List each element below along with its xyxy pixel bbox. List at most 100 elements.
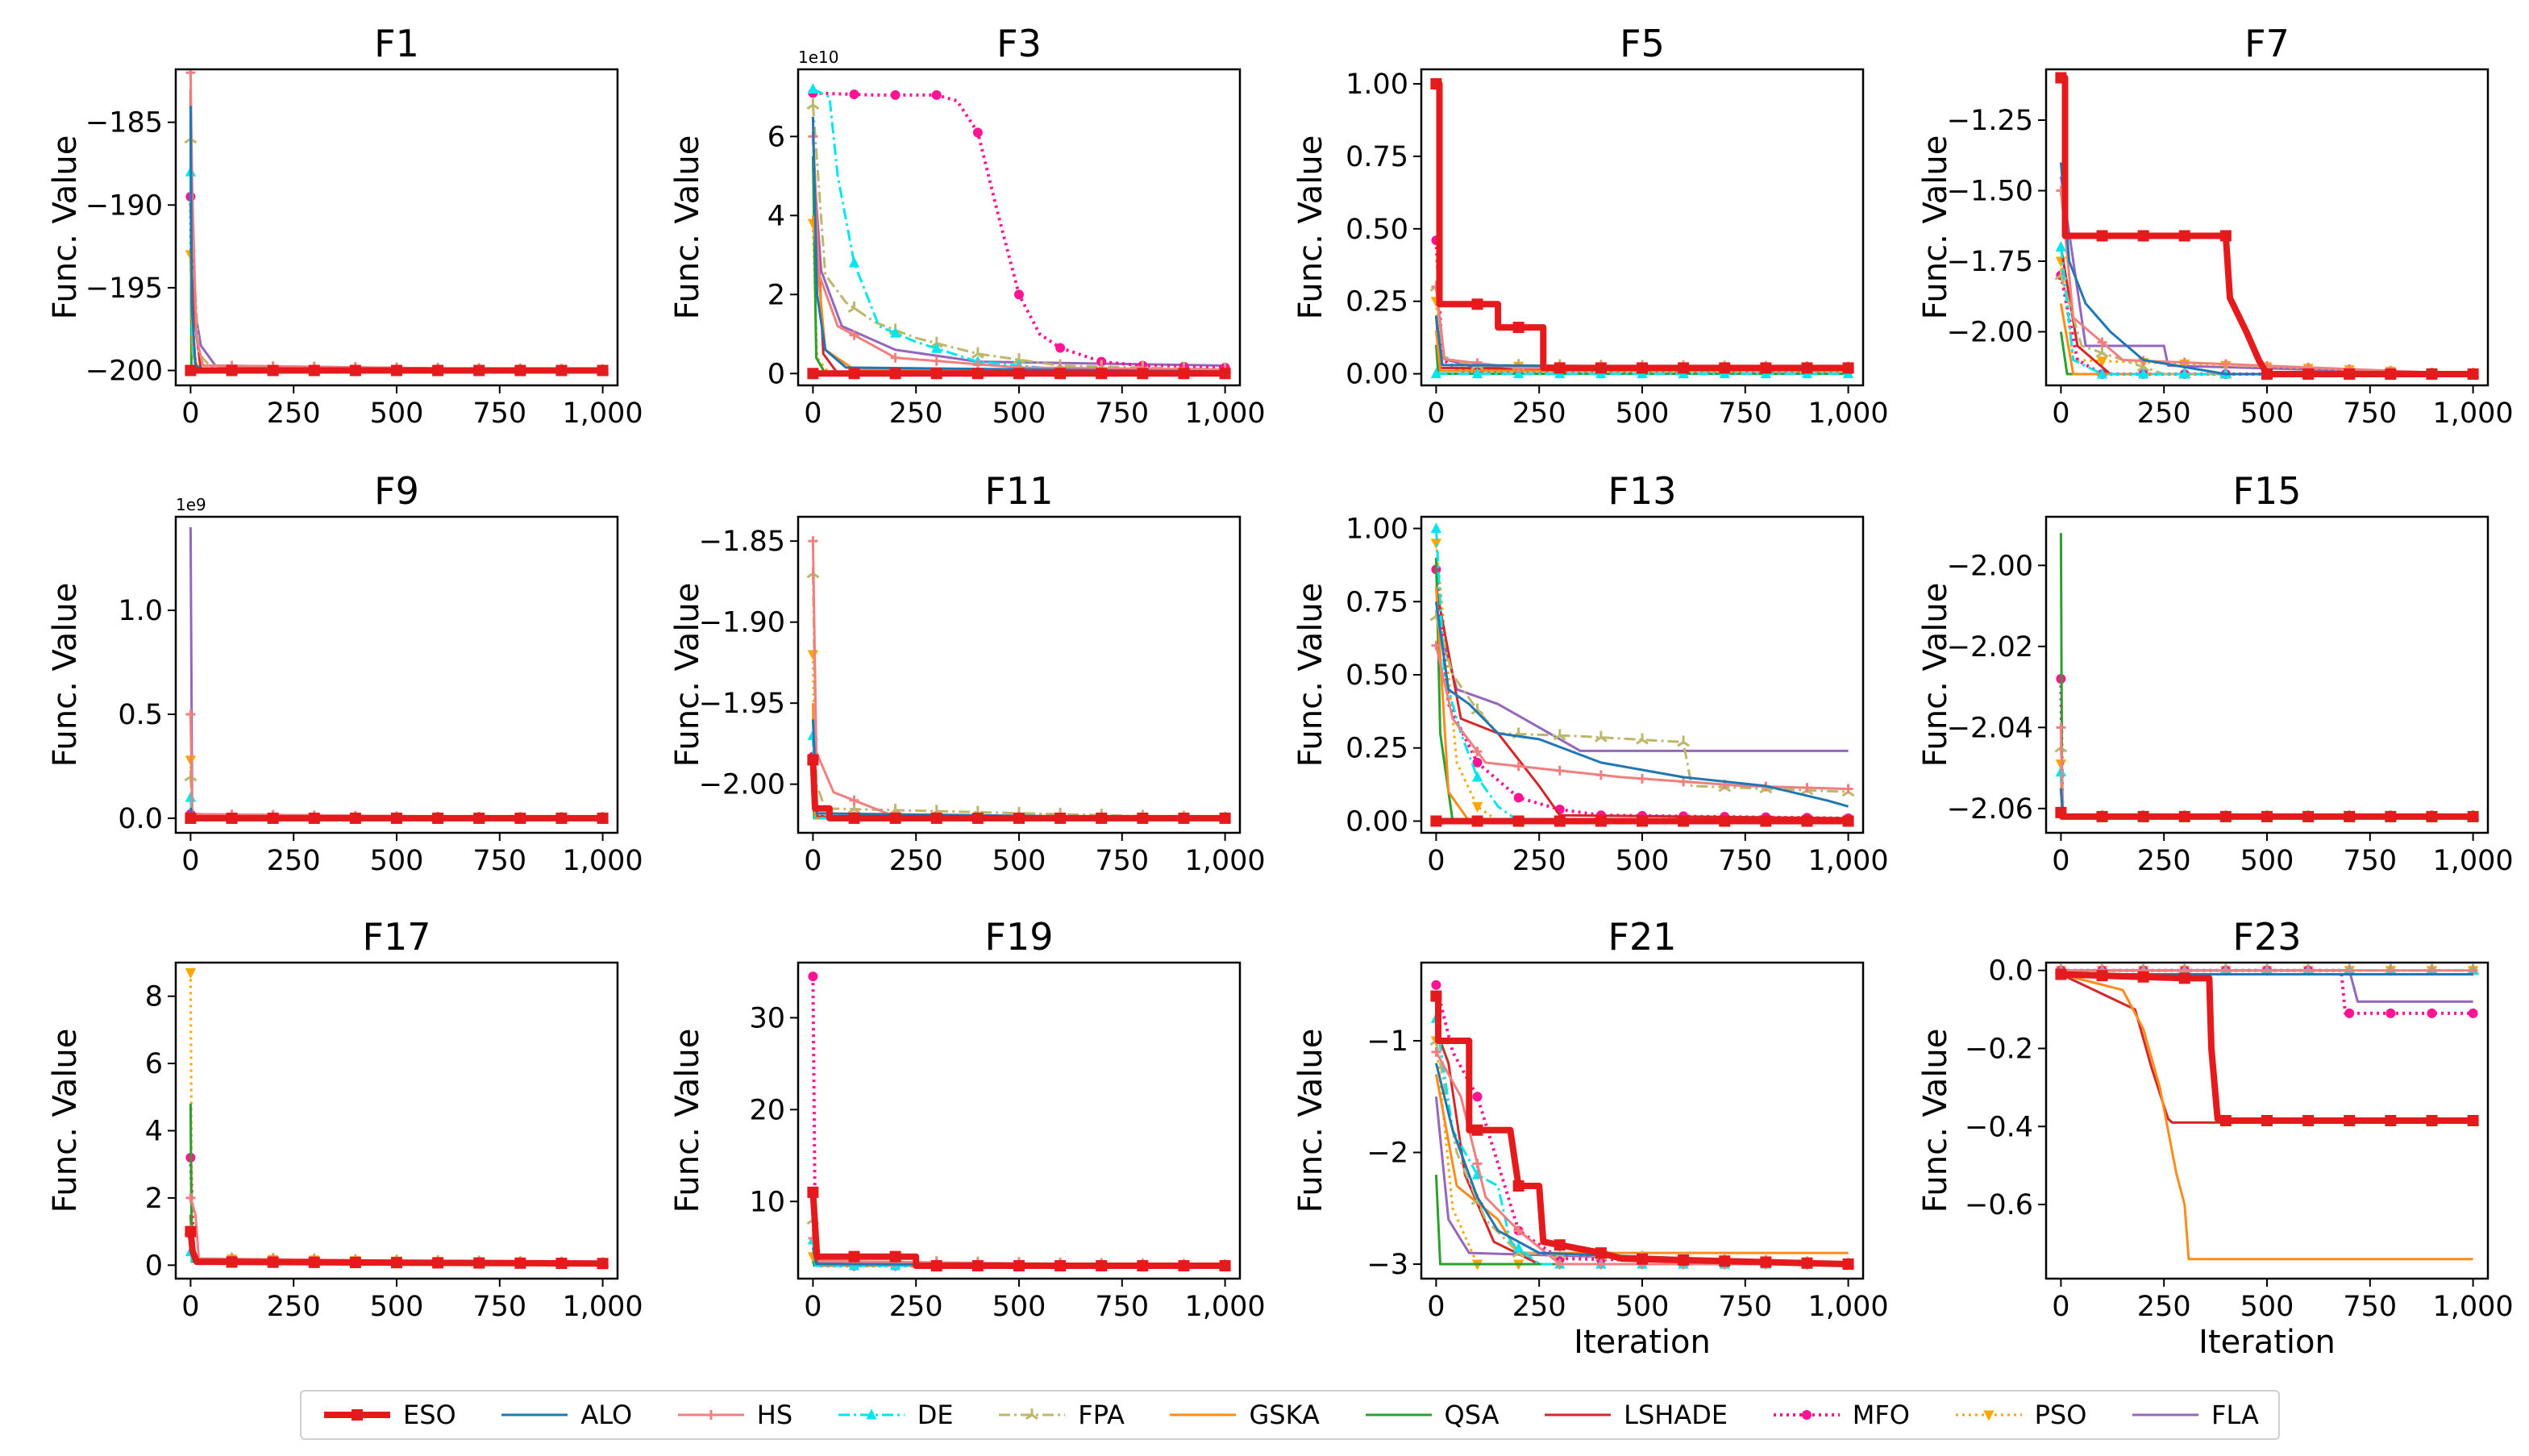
panel-f3: F3 Func. Value 1e10 0 250 500 750 1,000 0 2 4 6: [669, 22, 1266, 430]
panel-f13-marker-eso: [1554, 815, 1566, 827]
panel-f23-frame: [2044, 961, 2489, 1280]
legend: ESO ALO HS DE FPA GSKA QSA LSHADE MFO PSO FLA: [300, 1390, 2280, 1440]
panel-f19-marker-eso: [848, 1250, 860, 1263]
panel-f3-ylabel: Func. Value: [669, 135, 706, 320]
panel-f1-series-fla: [189, 205, 603, 372]
panel-f19-xtick-label: 500: [992, 1291, 1046, 1323]
panel-f17-marker-eso: [308, 1256, 320, 1268]
panel-f5-ytick-label: 0.00: [1346, 359, 1408, 391]
panel-f5-xtick-label: 750: [1718, 397, 1772, 430]
panel-f23-series-mfo: [2061, 968, 2473, 1015]
panel-f15-series-hs: [2059, 727, 2473, 818]
panel-f21-marker-eso: [1595, 1247, 1607, 1259]
panel-f21-xtick-label: 500: [1616, 1291, 1670, 1323]
panel-f21-xtick-label: 250: [1512, 1291, 1566, 1323]
panel-f15-series-qsa: [2059, 533, 2473, 818]
panel-f9-xtick-label: 750: [472, 845, 526, 877]
panel-f9-series-fla: [189, 526, 603, 820]
panel-f15-ytick-label: −2.02: [1947, 631, 2033, 664]
panel-f19-marker-eso: [930, 1260, 942, 1272]
panel-f21-marker-de: [1512, 1242, 1524, 1253]
panel-f9-title: F9: [374, 469, 419, 513]
panel-f13-series-alo: [1434, 601, 1849, 808]
panel-f5-series-eso: [1436, 81, 1849, 372]
panel-f1-series-pso: [189, 254, 603, 372]
panel-f9-ytick-label: 1.0: [118, 595, 163, 627]
legend-item-de: DE: [835, 1400, 954, 1430]
panel-f13-marker-hs: [1843, 784, 1853, 794]
panel-f17-xtick-label: 750: [472, 1291, 526, 1323]
panel-f9-series-hs: [189, 713, 603, 820]
panel-f21-series-de: [1434, 1018, 1849, 1266]
panel-f21-marker-eso: [1760, 1256, 1772, 1268]
panel-f23-xtick-label: 0: [2052, 1291, 2069, 1323]
panel-f11-marker-eso: [889, 812, 901, 824]
panel-f3-marker-mfo: [1055, 343, 1066, 353]
panel-f17-xtick-label: 0: [181, 1291, 199, 1323]
panel-f13-marker-de: [1471, 771, 1483, 782]
panel-f15-xtick-label: 500: [2240, 845, 2294, 877]
panel-f5-marker-eso: [1512, 322, 1524, 334]
panel-f13-marker-eso: [1595, 815, 1607, 827]
legend-marker: [1982, 1410, 1994, 1421]
panel-f3-series-alo: [811, 116, 1225, 373]
panel-f7-xtick-label: 750: [2343, 397, 2397, 430]
panel-f11-series-hs: [811, 541, 1225, 820]
panel-f15-title: F15: [2233, 469, 2302, 513]
panel-f13-series-fla: [1434, 615, 1849, 752]
panel-f13-ytick-label: 0.50: [1346, 659, 1408, 692]
panel-f13-title: F13: [1608, 469, 1677, 513]
panel-f17-series-mfo: [189, 1157, 603, 1266]
panel-f21-marker-eso: [1842, 1258, 1854, 1270]
panel-f11-xtick-label: 750: [1095, 845, 1149, 877]
panel-f21-marker-eso: [1471, 1124, 1483, 1136]
panel-f7-frame: [2044, 68, 2489, 387]
panel-f13-marker-eso: [1842, 815, 1854, 827]
panel-f13-frame: [1420, 515, 1865, 834]
panel-f17-xtick-label: 250: [267, 1291, 321, 1323]
panel-f3-marker-hs: [931, 356, 942, 366]
panel-f23-marker-mfo: [2468, 1008, 2478, 1018]
panel-f19: F19 Func. Value 0 250 500 750 1,000 10 20 30: [669, 915, 1266, 1323]
panel-f1-marker-eso: [514, 364, 526, 376]
panel-f23-ytick-label: −0.2: [1965, 1033, 2033, 1065]
panel-f1-marker-eso: [391, 364, 402, 376]
panel-f23-marker-eso: [2178, 972, 2190, 984]
panel-f11-frame: [797, 515, 1242, 834]
panel-f13-marker-hs: [1513, 761, 1524, 772]
panel-f17-marker-eso: [555, 1258, 568, 1270]
panel-f13-series-hs: [1434, 645, 1849, 791]
panel-f13-ylabel: Func. Value: [1292, 583, 1329, 768]
panel-f13-marker-fpa: [1553, 729, 1566, 741]
panel-f21-ytick-label: −1: [1366, 1025, 1408, 1058]
panel-f3-marker-eso: [848, 368, 860, 380]
panel-f13-ytick-label: 1.00: [1346, 514, 1408, 546]
panel-f5-title: F5: [1620, 22, 1665, 65]
legend-label: GSKA: [1249, 1400, 1320, 1430]
panel-f17-ylabel: Func. Value: [47, 1029, 84, 1213]
panel-f17-ytick-label: 4: [145, 1116, 163, 1148]
panel-f7-series-de: [2059, 247, 2473, 376]
panel-f13-xtick-label: 0: [1427, 845, 1445, 877]
panel-f15-marker-eso: [2137, 810, 2149, 822]
panel-f5-frame: [1420, 68, 1865, 387]
panel-f5-marker-eso: [1471, 298, 1483, 310]
panel-f21-marker-eso: [1637, 1253, 1648, 1265]
panel-f9-marker-eso: [514, 812, 526, 824]
panel-f7-marker-eso: [2055, 72, 2067, 84]
panel-f9-offset-text: 1e9: [176, 495, 206, 514]
panel-f11-marker-eso: [1054, 812, 1067, 824]
panel-f1-marker-eso: [308, 364, 320, 376]
panel-f11-series-alo: [811, 719, 1225, 820]
panel-f19-xtick-label: 250: [889, 1291, 943, 1323]
legend-item-fpa: FPA: [996, 1400, 1125, 1430]
panel-f7-marker-eso: [2302, 368, 2315, 380]
panel-f21-ylabel: Func. Value: [1292, 1029, 1329, 1213]
panel-f11-ytick-label: −1.85: [699, 526, 785, 558]
panel-f7-marker-hs: [2220, 359, 2231, 369]
panel-f7-marker-eso: [2344, 368, 2356, 380]
panel-f3-marker-fpa: [847, 302, 861, 314]
panel-f17-marker-pso: [185, 968, 197, 980]
panel-f7-series-alo: [2059, 162, 2473, 376]
panel-f13-marker-eso: [1760, 815, 1772, 827]
